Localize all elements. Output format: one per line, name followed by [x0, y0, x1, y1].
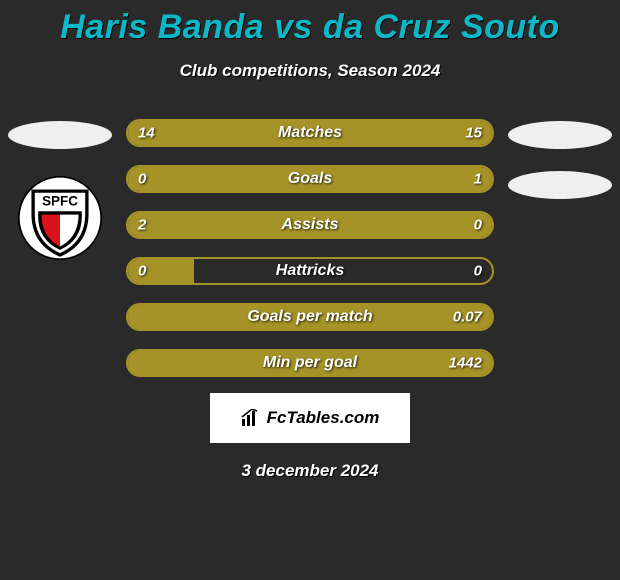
stat-row: Matches 14 15 — [126, 119, 494, 147]
stat-value-right: 1442 — [449, 355, 482, 372]
stat-value-right: 15 — [465, 125, 482, 142]
stat-label: Goals per match — [247, 308, 372, 326]
stat-row: Assists 2 0 — [126, 211, 494, 239]
stat-row: Hattricks 0 0 — [126, 257, 494, 285]
footer-date: 3 december 2024 — [0, 461, 620, 481]
attribution-badge[interactable]: FcTables.com — [210, 393, 410, 443]
club-badge-placeholder-right — [508, 171, 612, 199]
bar-fill-right — [194, 167, 492, 191]
badge-text: SPFC — [42, 193, 78, 208]
stat-value-left: 2 — [138, 217, 146, 234]
left-player-col: SPFC — [8, 119, 112, 377]
stat-value-right: 0 — [474, 217, 482, 234]
attribution-text: FcTables.com — [267, 408, 380, 428]
stat-label: Hattricks — [276, 262, 344, 280]
stat-value-left: 0 — [138, 171, 146, 188]
player-avatar-placeholder-right — [508, 121, 612, 149]
club-badge-left: SPFC — [18, 176, 102, 260]
stat-row: Goals 0 1 — [126, 165, 494, 193]
player-avatar-placeholder-left — [8, 121, 112, 149]
right-player-col — [508, 119, 612, 377]
chart-icon — [241, 409, 261, 427]
stat-bars: Matches1415Goals01Assists20Hattricks00Go… — [126, 119, 494, 377]
stat-row: Goals per match 0.07 — [126, 303, 494, 331]
stat-value-right: 1 — [474, 171, 482, 188]
stat-label: Goals — [288, 170, 332, 188]
stat-label: Assists — [282, 216, 339, 234]
stat-value-right: 0.07 — [453, 309, 482, 326]
subtitle: Club competitions, Season 2024 — [0, 61, 620, 81]
stat-label: Min per goal — [263, 354, 357, 372]
stat-value-right: 0 — [474, 263, 482, 280]
comparison-content: SPFC Matches1415Goals01Assists20Hattrick… — [0, 119, 620, 377]
stat-value-left: 14 — [138, 125, 155, 142]
stat-label: Matches — [278, 124, 342, 142]
stat-row: Min per goal 1442 — [126, 349, 494, 377]
stat-value-left: 0 — [138, 263, 146, 280]
page-title: Haris Banda vs da Cruz Souto — [0, 0, 620, 47]
